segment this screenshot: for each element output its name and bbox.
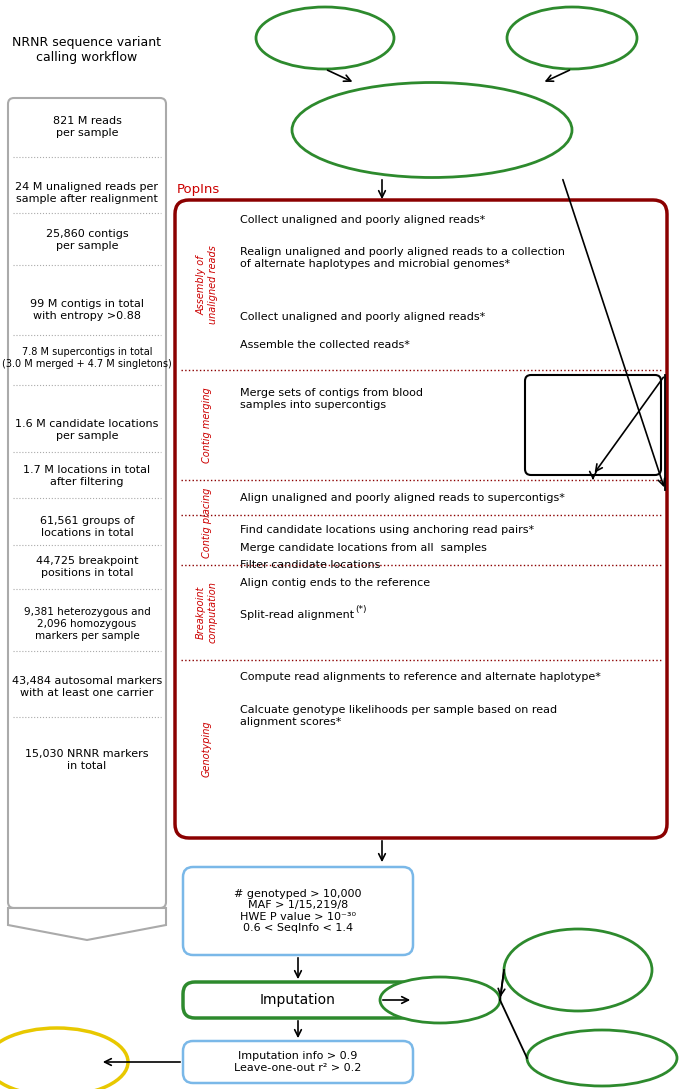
Text: 43,484 autosomal markers
with at least one carrier: 43,484 autosomal markers with at least o… [12, 676, 162, 698]
Text: 14,100
blood samples: 14,100 blood samples [282, 24, 368, 52]
Text: Compute read alignments to reference and alternate haplotype*: Compute read alignments to reference and… [240, 672, 601, 682]
FancyBboxPatch shape [8, 98, 166, 908]
Text: (*): (*) [355, 605, 366, 614]
Text: Merge candidate locations from all  samples: Merge candidate locations from all sampl… [240, 543, 487, 553]
Text: Imputation info > 0.9
Leave-one-out r² > 0.2: Imputation info > 0.9 Leave-one-out r² >… [234, 1051, 362, 1073]
Text: # genotyped > 10,000
MAF > 1/15,219/8
HWE P value > 10⁻³⁰
0.6 < SeqInfo < 1.4: # genotyped > 10,000 MAF > 1/15,219/8 HW… [234, 889, 362, 933]
Ellipse shape [504, 929, 652, 1011]
Ellipse shape [0, 1028, 128, 1089]
Text: Imputation: Imputation [260, 993, 336, 1007]
Text: Collect unaligned and poorly aligned reads*: Collect unaligned and poorly aligned rea… [240, 313, 485, 322]
Ellipse shape [507, 7, 637, 69]
Text: Collect unaligned and poorly aligned reads*: Collect unaligned and poorly aligned rea… [240, 215, 485, 225]
Text: Contig merging: Contig merging [202, 387, 212, 463]
Text: Calcuate genotype likelihoods per sample based on read
alignment scores*: Calcuate genotype likelihoods per sample… [240, 705, 557, 726]
Text: Align contig ends to the reference: Align contig ends to the reference [240, 578, 430, 588]
Text: 99 M contigs in total
with entropy >0.88: 99 M contigs in total with entropy >0.88 [30, 299, 144, 321]
Text: 61,561 groups of
locations in total: 61,561 groups of locations in total [40, 516, 134, 538]
FancyBboxPatch shape [183, 1041, 413, 1082]
Text: NRNR sequence variant
calling workflow: NRNR sequence variant calling workflow [12, 36, 162, 64]
FancyBboxPatch shape [175, 200, 667, 839]
Text: 25,860 contigs
per sample: 25,860 contigs per sample [46, 229, 128, 250]
Text: Filter candidate locations: Filter candidate locations [240, 560, 380, 570]
Text: Assemble the collected reads*: Assemble the collected reads* [240, 340, 410, 350]
Text: 1.6 M candidate locations
per sample: 1.6 M candidate locations per sample [15, 419, 159, 441]
Text: Assembly of
unaligned reads: Assembly of unaligned reads [196, 245, 218, 325]
Text: Haplotypes: Haplotypes [407, 993, 473, 1006]
Text: 9,381 heterozygous and
2,096 homozygous
markers per sample: 9,381 heterozygous and 2,096 homozygous … [23, 608, 151, 640]
Ellipse shape [256, 7, 394, 69]
Text: Align unaligned and poorly aligned reads to supercontigs*: Align unaligned and poorly aligned reads… [240, 493, 565, 503]
Text: Merge sets of contigs from blood
samples into supercontigs: Merge sets of contigs from blood samples… [240, 388, 423, 409]
Text: Icelandic
genealogy: Icelandic genealogy [571, 1044, 633, 1072]
Text: 24 M unaligned reads per
sample after realignment: 24 M unaligned reads per sample after re… [16, 182, 158, 204]
Text: Split-read alignment: Split-read alignment [240, 610, 354, 620]
Text: Contig placing: Contig placing [202, 487, 212, 558]
Ellipse shape [380, 977, 500, 1023]
Text: SNP data
of 151,677
Icelanders: SNP data of 151,677 Icelanders [546, 949, 610, 991]
Text: Find candidate locations using anchoring read pairs*: Find candidate locations using anchoring… [240, 525, 534, 535]
FancyBboxPatch shape [183, 982, 413, 1018]
Ellipse shape [527, 1030, 677, 1086]
Text: PopIns: PopIns [177, 183, 221, 196]
Polygon shape [8, 908, 166, 940]
Text: Breakpoint
computation: Breakpoint computation [196, 582, 218, 644]
Text: Whole-genome sequencing data
(BAM files)
of 15,219 Icelanders: Whole-genome sequencing data (BAM files)… [336, 109, 527, 151]
Text: 15,030 NRNR markers
in total: 15,030 NRNR markers in total [25, 749, 149, 771]
Text: 821 M reads
per sample: 821 M reads per sample [53, 117, 121, 138]
FancyBboxPatch shape [183, 867, 413, 955]
Text: 1.7 M locations in total
after filtering: 1.7 M locations in total after filtering [23, 465, 151, 487]
Text: 6,735 NRNR
markers: 6,735 NRNR markers [12, 1048, 101, 1076]
Text: 7.8 M supercontigs in total
(3.0 M merged + 4.7 M singletons): 7.8 M supercontigs in total (3.0 M merge… [2, 347, 172, 369]
Ellipse shape [292, 83, 572, 178]
Text: 1,119
buccal samples: 1,119 buccal samples [526, 24, 618, 52]
Text: Realign unaligned and poorly aligned reads to a collection
of alternate haplotyp: Realign unaligned and poorly aligned rea… [240, 247, 565, 269]
Text: 44,725 breakpoint
positions in total: 44,725 breakpoint positions in total [36, 556, 138, 578]
FancyBboxPatch shape [525, 375, 661, 475]
Text: Genotyping: Genotyping [202, 721, 212, 778]
